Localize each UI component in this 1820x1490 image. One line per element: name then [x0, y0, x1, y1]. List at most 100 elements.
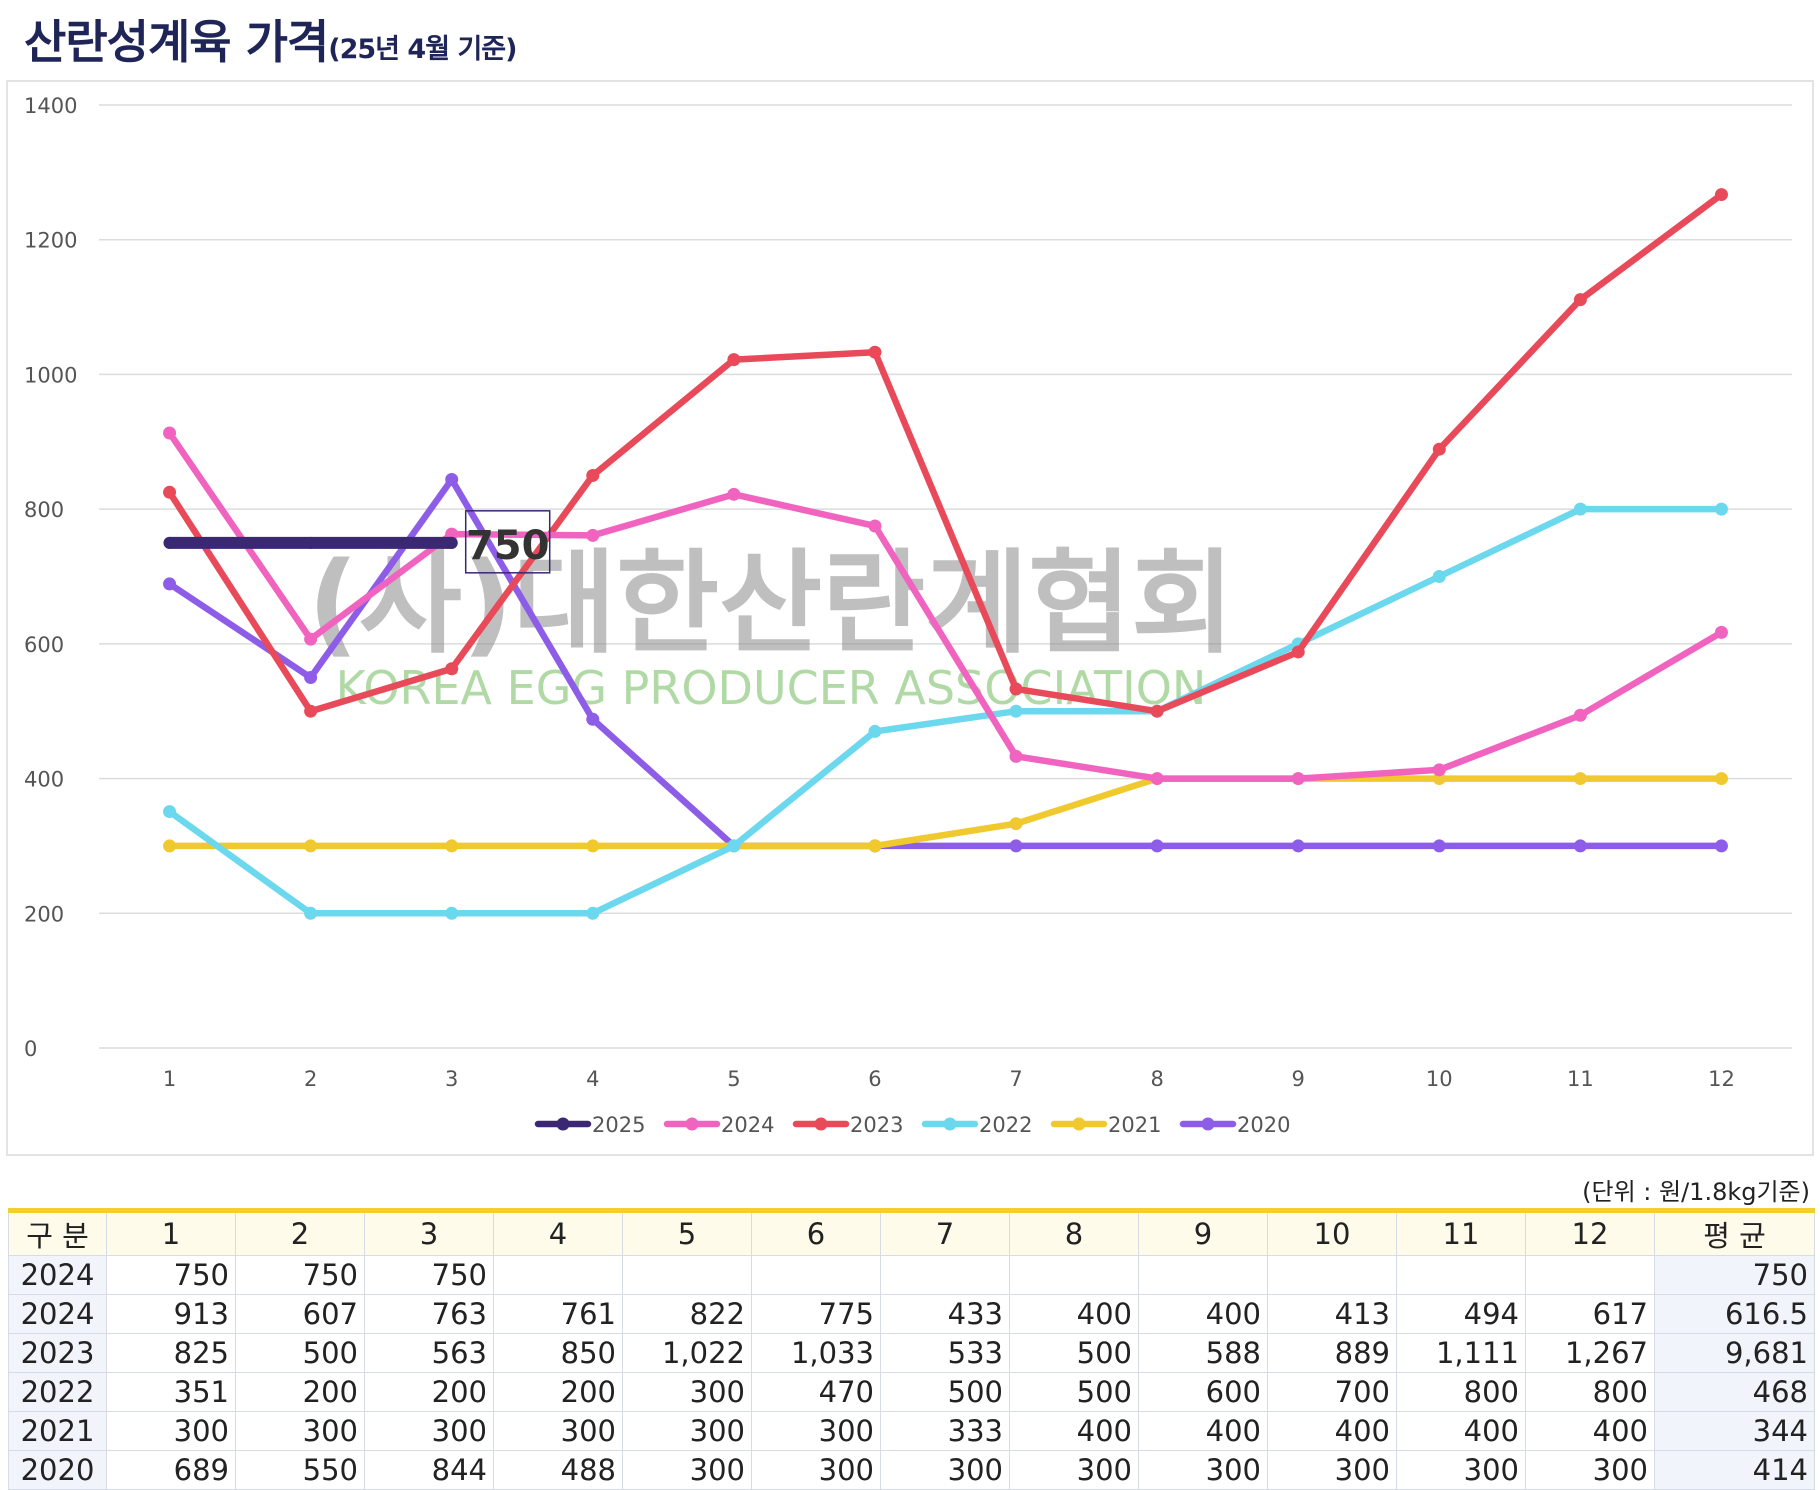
table-cell: 300 — [493, 1411, 623, 1451]
x-tick-label: 5 — [727, 1067, 740, 1091]
x-tick-label: 11 — [1567, 1067, 1594, 1091]
x-tick-label: 4 — [586, 1067, 599, 1091]
row-average-cell: 468 — [1654, 1372, 1815, 1412]
series-line-2024 — [166, 429, 1725, 782]
table-cell: 470 — [751, 1372, 881, 1412]
table-row: 2021 300 300 300 300 300 300 333 400 400 400 400 400… — [8, 1411, 1815, 1451]
data-point-2020 — [163, 577, 177, 591]
data-point-2024 — [727, 487, 741, 501]
table-cell: 763 — [364, 1294, 494, 1334]
table-cell: 300 — [622, 1372, 752, 1412]
table-cell: 200 — [364, 1372, 494, 1412]
table-cell: 300 — [1396, 1450, 1526, 1490]
data-point-2022 — [586, 906, 600, 920]
table-header-cell: 4 — [493, 1208, 623, 1256]
data-point-2024 — [1291, 772, 1305, 786]
table-cell — [1267, 1255, 1397, 1295]
table-cell: 800 — [1525, 1372, 1655, 1412]
table-cell: 200 — [493, 1372, 623, 1412]
table-cell — [622, 1255, 752, 1295]
data-point-2021 — [163, 839, 177, 853]
table-header-cell: 1 — [106, 1208, 236, 1256]
table-cell: 761 — [493, 1294, 623, 1334]
table-cell: 889 — [1267, 1333, 1397, 1373]
unit-note: (단위 : 원/1.8kg기준) — [1582, 1178, 1810, 1206]
data-point-2024 — [1009, 749, 1023, 763]
data-point-2022 — [445, 906, 459, 920]
y-tick-label: 0 — [24, 1037, 37, 1061]
table-cell: 800 — [1396, 1372, 1526, 1412]
table-cell: 850 — [493, 1333, 623, 1373]
data-point-2024 — [304, 632, 318, 646]
table-cell: 300 — [1009, 1450, 1139, 1490]
table-cell — [751, 1255, 881, 1295]
x-tick-label: 7 — [1009, 1067, 1022, 1091]
data-point-2020 — [1714, 839, 1728, 853]
data-point-2023 — [163, 485, 177, 499]
table-header-cell: 2 — [235, 1208, 365, 1256]
table-cell: 750 — [235, 1255, 365, 1295]
table-cell: 400 — [1525, 1411, 1655, 1451]
y-tick-label: 600 — [24, 633, 64, 657]
data-point-2023 — [1573, 293, 1587, 307]
table-cell — [1525, 1255, 1655, 1295]
data-point-2020 — [304, 671, 318, 685]
table-cell: 588 — [1138, 1333, 1268, 1373]
table-cell: 333 — [880, 1411, 1010, 1451]
row-average-cell: 9,681 — [1654, 1333, 1815, 1373]
table-cell: 913 — [106, 1294, 236, 1334]
watermark-english: KOREA EGG PRODUCER ASSOCIATION — [336, 661, 1207, 715]
title-subtitle: (25년 4월 기준) — [328, 34, 517, 65]
table-cell: 300 — [622, 1450, 752, 1490]
row-year-cell: 2021 — [8, 1411, 107, 1451]
table-cell: 300 — [1267, 1450, 1397, 1490]
data-point-2023 — [304, 704, 318, 718]
table-cell: 300 — [364, 1411, 494, 1451]
data-point-2023 — [727, 353, 741, 367]
y-tick-label: 400 — [24, 768, 64, 792]
x-tick-label: 1 — [163, 1067, 176, 1091]
legend-marker-2020 — [1201, 1117, 1215, 1131]
data-point-2021 — [1009, 817, 1023, 831]
data-point-2022 — [1432, 570, 1446, 583]
table-cell — [1009, 1255, 1139, 1295]
table-row: 2022 351 200 200 200 300 470 500 500 600 700 800 800… — [8, 1372, 1815, 1412]
table-cell: 1,033 — [751, 1333, 881, 1373]
series-line-2021 — [166, 775, 1725, 850]
row-year-cell: 2020 — [8, 1450, 107, 1490]
table-cell: 533 — [880, 1333, 1010, 1373]
table-cell — [493, 1255, 623, 1295]
table-cell: 400 — [1396, 1411, 1526, 1451]
line-chart: 0 200 400 600 800 1000 1200 1400 1 2 3 4 5 6 7 8 9 10 11 12… — [6, 80, 1814, 1156]
legend-marker-2025 — [556, 1117, 570, 1131]
y-tick-label: 800 — [24, 498, 64, 522]
data-point-2025 — [163, 536, 176, 549]
x-tick-label: 6 — [868, 1067, 881, 1091]
table-cell: 494 — [1396, 1294, 1526, 1334]
row-year-cell: 2024 — [8, 1255, 107, 1295]
x-tick-label: 10 — [1426, 1067, 1453, 1091]
y-tick-label: 1400 — [24, 94, 77, 118]
table-cell: 300 — [622, 1411, 752, 1451]
data-point-2025 — [445, 536, 458, 549]
data-point-2022 — [163, 805, 177, 819]
table-cell: 825 — [106, 1333, 236, 1373]
table-cell: 400 — [1138, 1294, 1268, 1334]
data-point-2023 — [1714, 188, 1728, 202]
data-point-2021 — [586, 839, 600, 853]
table-cell: 300 — [106, 1411, 236, 1451]
title-main: 산란성계육 가격 — [24, 15, 329, 69]
data-point-2024 — [163, 426, 177, 440]
series-line-2020 — [166, 476, 1725, 850]
table-header-cell: 8 — [1009, 1208, 1139, 1256]
table-cell: 550 — [235, 1450, 365, 1490]
table-cell: 500 — [880, 1372, 1010, 1412]
legend-marker-2024 — [685, 1117, 699, 1131]
table-cell: 750 — [364, 1255, 494, 1295]
series-line-2023 — [166, 191, 1725, 715]
table-cell: 607 — [235, 1294, 365, 1334]
legend-label-2024: 2024 — [721, 1113, 774, 1137]
row-average-cell: 750 — [1654, 1255, 1815, 1295]
data-point-2023 — [868, 345, 882, 359]
